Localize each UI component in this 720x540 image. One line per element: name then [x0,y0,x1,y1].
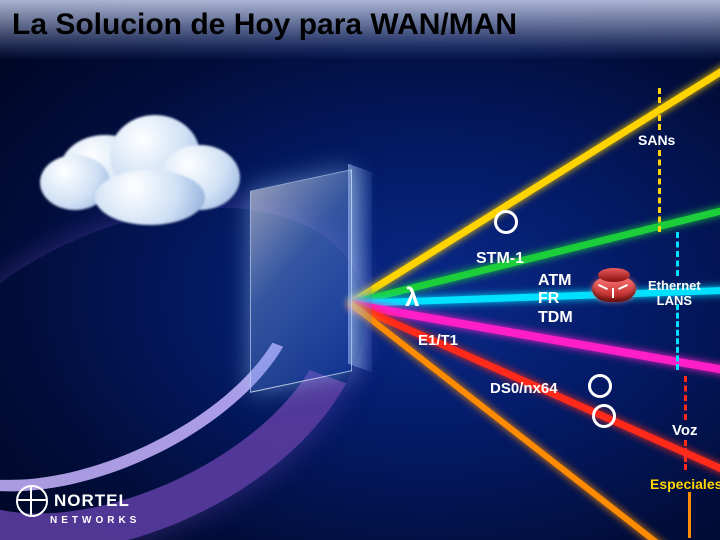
stack-line: TDM [538,309,573,327]
slide-stage: La Solucion de Hoy para WAN/MAN STM-1 λ … [0,0,720,540]
vline-sans-up [658,88,661,130]
side-sans: SANs [638,132,675,148]
stack-line: ATM [538,272,573,290]
logo-sub: NETWORKS [50,515,140,526]
vline-voz-up [684,376,687,420]
label-lambda: λ [405,282,419,313]
slide-title: La Solucion de Hoy para WAN/MAN [12,8,517,42]
label-e1t1: E1/T1 [418,332,458,349]
globe-icon [16,485,48,517]
logo-brand: NORTEL [54,491,130,510]
nortel-logo: NORTEL NETWORKS [16,485,140,526]
node-ring [494,210,518,234]
stack-line: FR [538,290,573,308]
vline-eth-dn [676,304,679,370]
side-line: LANS [648,293,701,308]
prism-edge [348,164,372,373]
vline-esp [688,492,691,538]
label-ds0: DS0/nx64 [490,380,558,397]
cloud-icon [40,95,250,225]
router-icon [592,276,636,302]
label-atm-fr-tdm: ATMFRTDM [538,272,573,327]
node-ring [592,404,616,428]
label-stm1: STM-1 [476,250,524,268]
side-line: Ethernet [648,278,701,293]
vline-eth-up [676,232,679,276]
vline-sans-dn [658,150,661,232]
side-ethernet: EthernetLANS [648,278,701,308]
beam-red [349,300,720,493]
node-ring [588,374,612,398]
vline-voz-dn [684,440,687,470]
side-voz: Voz [672,422,698,439]
beam-yellow [348,46,720,306]
prism-pane [250,169,352,393]
side-especiales: Especiales [650,476,720,492]
